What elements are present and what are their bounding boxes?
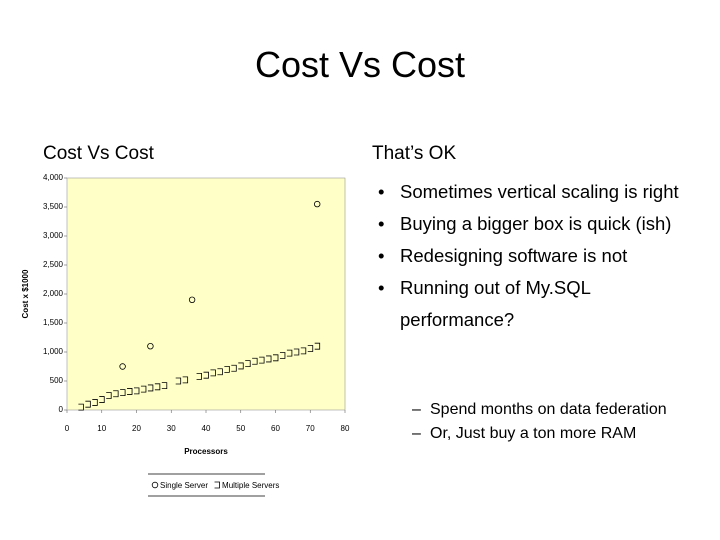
data-point — [210, 369, 216, 377]
bullet: Buying a bigger box is quick (ish) — [372, 208, 692, 240]
y-tick-label: 1,500 — [43, 318, 64, 327]
bullet: Running out of My.SQL performance? — [372, 272, 692, 336]
data-point — [99, 396, 105, 403]
y-axis-label: Cost x $1000 — [21, 269, 30, 318]
x-tick-label: 70 — [306, 424, 315, 433]
x-tick-label: 60 — [271, 424, 280, 433]
x-tick-label: 0 — [65, 424, 70, 433]
data-point — [300, 347, 307, 355]
data-point — [238, 362, 244, 370]
data-point — [245, 360, 251, 367]
legend-label: Single Server — [160, 481, 208, 490]
y-tick-label: 4,000 — [43, 173, 64, 182]
y-tick-label: 0 — [59, 405, 64, 414]
slide-title: Cost Vs Cost — [254, 44, 466, 85]
x-tick-label: 50 — [236, 424, 245, 433]
data-point — [119, 363, 126, 370]
data-point — [203, 371, 209, 379]
data-point — [182, 376, 189, 384]
y-tick-label: 500 — [50, 376, 64, 385]
data-point — [314, 342, 321, 350]
data-point — [161, 382, 168, 390]
x-tick-label: 10 — [97, 424, 106, 433]
sub-bullet-list: Spend months on data federationOr, Just … — [400, 398, 690, 446]
data-point — [266, 355, 272, 363]
x-tick-label: 30 — [167, 424, 176, 433]
data-point — [252, 357, 258, 365]
data-point — [120, 389, 126, 396]
bullet: Sometimes vertical scaling is right — [372, 176, 692, 208]
data-point — [231, 364, 237, 372]
data-point — [127, 388, 133, 395]
data-point — [293, 348, 300, 356]
plot-background — [66, 177, 346, 411]
data-point — [134, 387, 140, 395]
data-point — [217, 368, 223, 376]
data-point — [273, 354, 279, 362]
data-point — [259, 356, 265, 364]
data-point — [140, 385, 147, 393]
data-point — [92, 399, 98, 406]
data-point — [85, 400, 91, 408]
data-point — [224, 366, 230, 373]
data-point — [147, 384, 154, 392]
legend-label: Multiple Servers — [222, 481, 279, 490]
data-point — [314, 200, 321, 208]
y-tick-label: 1,000 — [43, 347, 64, 356]
y-tick-label: 3,000 — [43, 231, 64, 240]
legend-symbol — [214, 481, 220, 489]
x-tick-label: 20 — [132, 424, 141, 433]
data-point — [147, 343, 154, 350]
data-point — [113, 390, 119, 398]
bullet: Redesigning software is not — [372, 240, 692, 272]
data-point — [78, 403, 84, 411]
data-point — [106, 392, 112, 399]
bullet-list: Sometimes vertical scaling is rightBuyin… — [372, 176, 692, 336]
data-point — [307, 345, 314, 352]
sub-bullet: Or, Just buy a ton more RAM — [400, 422, 690, 446]
data-point — [188, 296, 196, 303]
x-tick-label: 40 — [202, 424, 211, 433]
right-heading: That’s OK — [372, 143, 457, 164]
y-tick-label: 2,000 — [43, 289, 64, 298]
y-tick-label: 3,500 — [43, 202, 64, 211]
data-point — [279, 352, 286, 359]
y-tick-label: 2,500 — [43, 260, 64, 269]
legend-symbol — [151, 481, 159, 489]
data-point — [154, 383, 161, 391]
data-point — [196, 372, 202, 380]
data-point — [286, 349, 293, 357]
sub-bullet: Spend months on data federation — [400, 398, 690, 422]
data-point — [175, 377, 182, 385]
x-tick-label: 80 — [341, 424, 350, 433]
left-heading: Cost Vs Cost — [43, 143, 154, 164]
x-axis-label: Processors — [184, 447, 228, 456]
